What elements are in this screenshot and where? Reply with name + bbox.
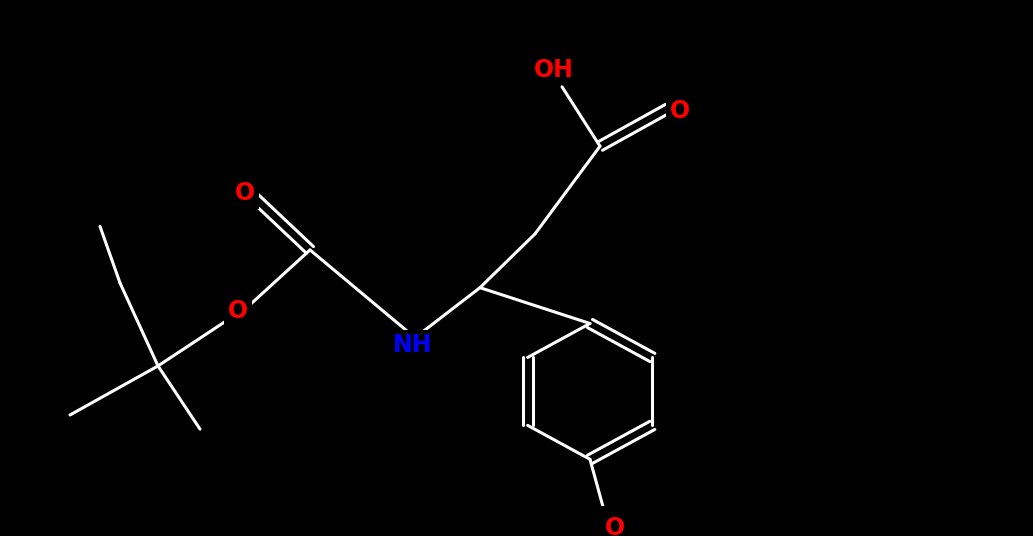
Text: O: O [228, 299, 248, 323]
Text: O: O [670, 99, 690, 123]
Text: O: O [234, 181, 255, 205]
Text: NH: NH [394, 333, 433, 357]
Text: OH: OH [534, 58, 574, 82]
Text: O: O [605, 516, 625, 536]
